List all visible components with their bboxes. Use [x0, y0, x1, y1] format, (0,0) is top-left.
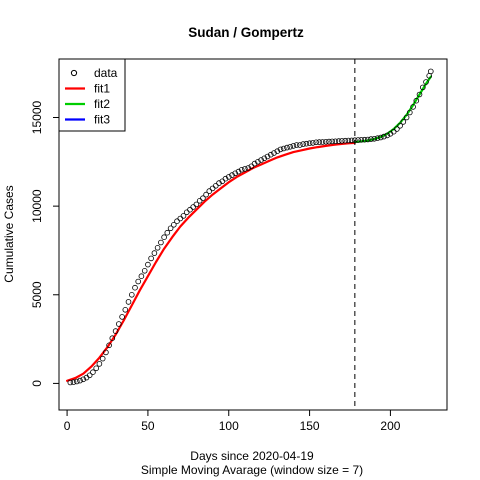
- y-tick-label: 5000: [30, 281, 44, 308]
- y-tick-label: 15000: [30, 100, 44, 134]
- chart-title: Sudan / Gompertz: [188, 25, 304, 40]
- x-tick-label: 150: [300, 419, 320, 433]
- x-tick-label: 50: [141, 419, 155, 433]
- x-axis-sublabel: Simple Moving Avarage (window size = 7): [141, 463, 363, 477]
- y-tick-label: 10000: [30, 189, 44, 223]
- x-axis-label: Days since 2020-04-19: [190, 449, 314, 463]
- x-tick-label: 200: [380, 419, 400, 433]
- legend-label-fit3: fit3: [94, 113, 110, 127]
- legend-label-data: data: [94, 66, 118, 80]
- y-axis-label: Cumulative Cases: [2, 185, 16, 282]
- legend-label-fit2: fit2: [94, 97, 110, 111]
- legend-label-fit1: fit1: [94, 82, 110, 96]
- x-tick-label: 100: [219, 419, 239, 433]
- x-tick-label: 0: [64, 419, 71, 433]
- y-tick-label: 0: [30, 380, 44, 387]
